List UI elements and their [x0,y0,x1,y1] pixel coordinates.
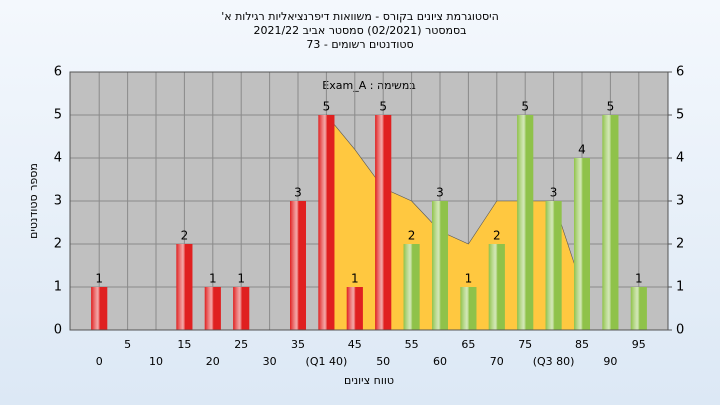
plot-border [69,71,669,331]
x-tick-label: 10 [149,355,163,368]
x-tick-label: 25 [234,338,248,351]
x-tick-label: (Q3 80) [533,355,575,368]
x-tick-label: 0 [96,355,103,368]
title-line: היסטוגרמת ציונים בקורס - משוואות דיפרנצי… [221,10,499,23]
bar [233,287,250,330]
bar [204,287,221,330]
y-axis-title: מספר סטודנטים [27,163,40,239]
data-label: 2 [181,229,189,243]
y-tick-label: 1 [54,280,62,295]
x-tick-label: 85 [575,338,589,351]
bar [403,244,420,330]
bar [630,287,647,330]
data-label: 1 [351,272,359,286]
data-label: 3 [436,186,444,200]
bar [346,287,363,330]
x-tick-label: 20 [206,355,220,368]
bar [602,115,619,330]
x-tick-label: 70 [490,355,504,368]
y2-tick-label: 1 [676,280,684,295]
bar [460,287,477,330]
bar [574,158,590,330]
x-tick-label: 50 [376,355,390,368]
x-tick-label: 45 [348,338,362,351]
data-label: 1 [635,272,643,286]
data-label: 4 [578,143,586,157]
x-tick-label: (Q1 40) [306,355,348,368]
data-label: 5 [323,100,331,114]
x-tick-label: 35 [291,338,305,351]
title-line: סטודנטים רשומים - 73 [306,38,413,51]
x-tick-label: 30 [263,355,277,368]
y-tick-label: 6 [54,65,62,80]
x-tick-label: 55 [405,338,419,351]
y2-tick-label: 4 [676,151,684,166]
y2-tick-label: 6 [676,65,684,80]
y-tick-label: 3 [54,194,62,209]
x-tick-label: 5 [124,338,131,351]
data-label: 3 [550,186,558,200]
x-tick-label: 60 [433,355,447,368]
x-tick-label: 90 [603,355,617,368]
y-tick-label: 0 [54,323,62,338]
bar [375,115,392,330]
data-label: 1 [237,272,245,286]
bar [176,244,193,330]
y2-tick-label: 3 [676,194,684,209]
x-axis-title: טווח ציונים [344,374,394,387]
data-label: 2 [408,229,416,243]
data-label: 1 [209,272,217,286]
y2-tick-label: 5 [676,108,684,123]
data-label: 5 [379,100,387,114]
data-label: 3 [294,186,302,200]
data-label: 5 [521,100,529,114]
y2-tick-label: 0 [676,323,684,338]
legend: Exam_A : במשימה [322,79,415,92]
data-label: 2 [493,229,501,243]
y-tick-label: 2 [54,237,62,252]
bar [318,115,335,330]
x-tick-label: 95 [632,338,646,351]
data-label: 1 [95,272,103,286]
title-line: בסמסטר (02/2021) סמסטר אביב 2021/22 [253,24,466,37]
y-tick-label: 4 [54,151,62,166]
x-tick-label: 15 [177,338,191,351]
data-label: 1 [465,272,473,286]
bar [517,115,534,330]
x-tick-label: 75 [518,338,532,351]
bar [91,287,108,330]
x-tick-label: 65 [461,338,475,351]
bar [545,201,562,330]
y2-tick-label: 2 [676,237,684,252]
bar [488,244,505,330]
bar [432,201,448,330]
data-label: 5 [607,100,615,114]
y-tick-label: 5 [54,108,62,123]
bar [290,201,306,330]
